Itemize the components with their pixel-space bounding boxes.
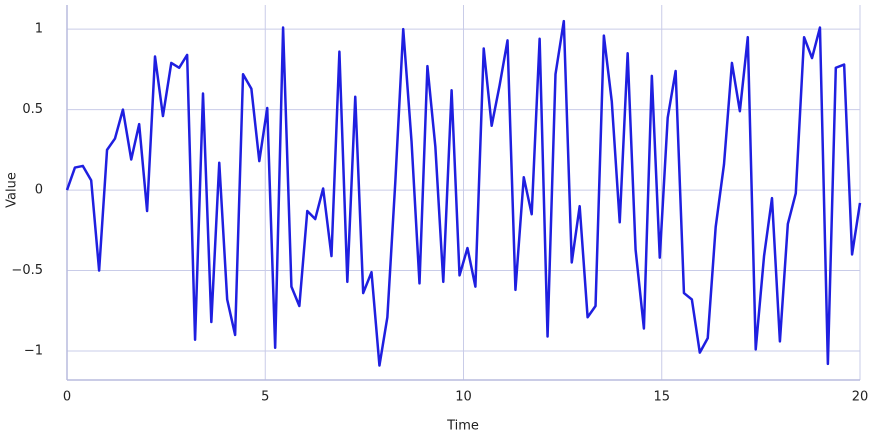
y-tick-label: 0.5	[22, 102, 43, 117]
data-line	[65, 19, 862, 367]
y-tick-label: −1	[24, 344, 43, 359]
y-axis-label: Value	[5, 172, 20, 208]
x-tick-label: 0	[63, 390, 71, 405]
y-tick-label: 1	[35, 22, 43, 37]
y-tick-label: 0	[35, 183, 43, 198]
x-tick-label: 5	[261, 390, 269, 405]
y-tick-label: −0.5	[11, 263, 43, 278]
x-tick-label: 20	[852, 390, 869, 405]
x-tick-label: 15	[653, 390, 670, 405]
x-tick-label: 10	[455, 390, 472, 405]
x-axis-label: Time	[446, 419, 479, 434]
